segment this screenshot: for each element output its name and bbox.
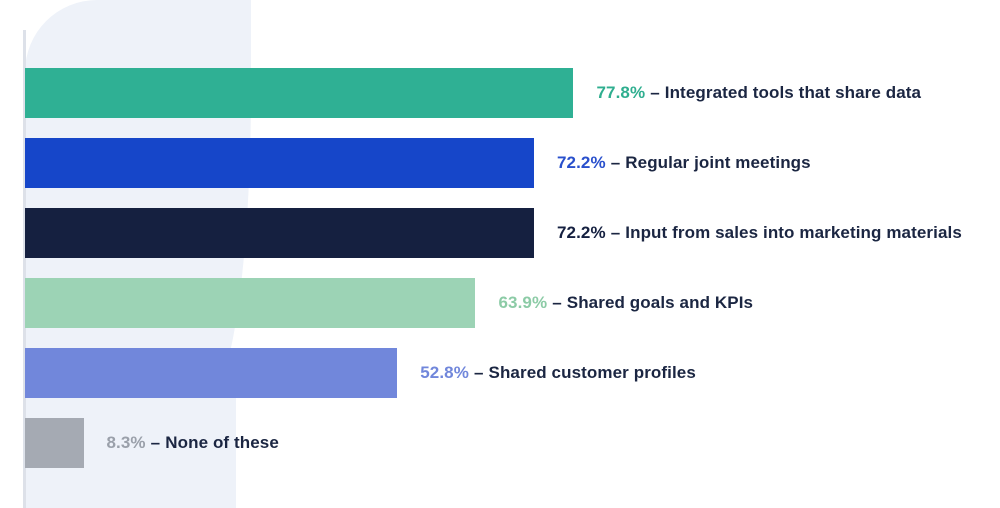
bar-value: 63.9% <box>498 293 548 312</box>
label-separator: – <box>650 83 660 102</box>
label-separator: – <box>610 153 621 172</box>
bar <box>25 418 84 468</box>
bar-category: Integrated tools that share data <box>664 83 922 102</box>
label-separator: – <box>610 223 621 242</box>
bar-rows: 77.8% – Integrated tools that share data 7… <box>25 68 1000 488</box>
bar-value: 72.2% <box>557 223 606 242</box>
bar-value: 77.8% <box>596 83 646 102</box>
bar-value: 8.3% <box>106 433 146 452</box>
label-separator: – <box>552 293 562 312</box>
y-axis-line <box>23 30 26 508</box>
bar-label: 8.3% – None of these <box>107 433 279 453</box>
bar-label: 77.8% – Integrated tools that share data <box>596 83 921 103</box>
bar-category: Regular joint meetings <box>625 153 811 172</box>
label-separator: – <box>150 433 161 452</box>
bar-row: 8.3% – None of these <box>25 418 1000 468</box>
background-shape-top <box>25 0 251 400</box>
bar-category: Shared customer profiles <box>488 363 696 382</box>
label-separator: – <box>473 363 484 382</box>
bar <box>25 208 534 258</box>
bar-label: 52.8% – Shared customer profiles <box>420 363 696 383</box>
bar-row: 72.2% – Regular joint meetings <box>25 138 1000 188</box>
bar-row: 72.2% – Input from sales into marketing ma… <box>25 208 1000 258</box>
bar-label: 72.2% – Input from sales into marketing ma… <box>557 223 962 243</box>
bar <box>25 138 534 188</box>
bar-row: 63.9% – Shared goals and KPIs <box>25 278 1000 328</box>
bar <box>25 278 476 328</box>
bar <box>25 68 574 118</box>
bar-label: 63.9% – Shared goals and KPIs <box>498 293 753 313</box>
bar-row: 77.8% – Integrated tools that share data <box>25 68 1000 118</box>
bar-row: 52.8% – Shared customer profiles <box>25 348 1000 398</box>
bar-value: 72.2% <box>557 153 606 172</box>
bar-label: 72.2% – Regular joint meetings <box>557 153 811 173</box>
bar-category: Shared goals and KPIs <box>566 293 754 312</box>
bar-category: Input from sales into marketing material… <box>625 223 962 242</box>
bar <box>25 348 398 398</box>
bar-category: None of these <box>165 433 279 452</box>
bar-value: 52.8% <box>420 363 469 382</box>
